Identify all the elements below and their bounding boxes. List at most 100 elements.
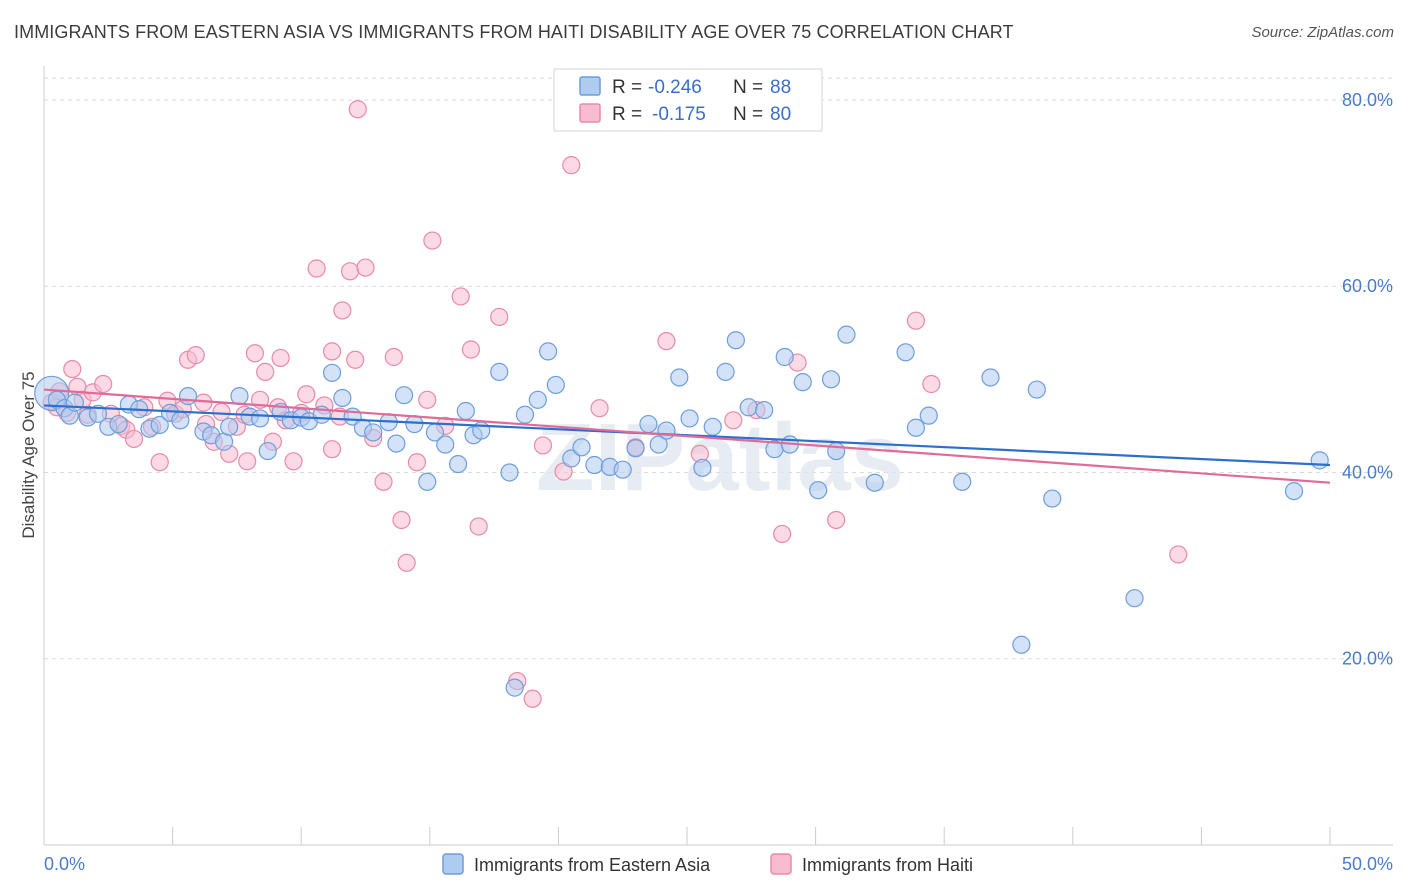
legend-n-label-pink: N = xyxy=(733,104,763,125)
haiti-point xyxy=(271,348,290,368)
haiti-point xyxy=(322,342,342,361)
eastern-asia-point xyxy=(906,418,926,437)
eastern-asia-point xyxy=(178,387,198,406)
eastern-asia-point xyxy=(387,434,406,453)
eastern-asia-points xyxy=(34,325,1329,697)
axes xyxy=(43,66,1393,846)
legend-n-label-blue: N = xyxy=(733,77,763,98)
haiti-point xyxy=(150,453,169,472)
chart-source: Source: ZipAtlas.com xyxy=(1251,24,1394,41)
eastern-asia-point xyxy=(150,415,169,435)
eastern-asia-point xyxy=(821,370,841,389)
eastern-asia-point xyxy=(109,414,128,434)
eastern-asia-point xyxy=(626,439,645,458)
y-tick-label: 20.0% xyxy=(1342,649,1393,669)
eastern-asia-point xyxy=(515,405,535,424)
eastern-asia-point xyxy=(405,414,424,434)
eastern-asia-point xyxy=(953,472,972,491)
haiti-point xyxy=(469,517,488,536)
eastern-asia-point xyxy=(546,375,565,395)
series-label-eastern-asia: Immigrants from Eastern Asia xyxy=(474,855,711,875)
haiti-point xyxy=(238,452,257,471)
haiti-point xyxy=(451,287,470,306)
haiti-point xyxy=(356,258,375,277)
haiti-point xyxy=(322,440,342,459)
eastern-asia-point xyxy=(456,401,475,421)
legend-n-value-blue: 88 xyxy=(770,77,791,98)
legend-r-value-blue: -0.246 xyxy=(648,77,702,98)
eastern-asia-point xyxy=(1027,380,1046,399)
eastern-asia-point xyxy=(394,386,414,405)
haiti-point xyxy=(397,553,416,572)
eastern-asia-point xyxy=(827,441,846,461)
haiti-point xyxy=(657,332,676,351)
haiti-point xyxy=(94,374,113,394)
series-swatch-haiti xyxy=(770,853,792,875)
legend-n-value-pink: 80 xyxy=(770,104,791,125)
haiti-point xyxy=(212,402,231,422)
eastern-asia-point xyxy=(333,388,352,408)
haiti-point xyxy=(63,359,82,379)
eastern-asia-point xyxy=(572,438,591,457)
haiti-point xyxy=(392,510,411,530)
eastern-asia-point xyxy=(88,404,108,423)
legend-r-value-pink: -0.175 xyxy=(652,104,706,125)
haiti-point xyxy=(490,307,509,327)
legend-swatch-pink xyxy=(579,103,601,123)
eastern-asia-point xyxy=(539,342,558,361)
eastern-asia-point xyxy=(65,393,84,412)
eastern-asia-point xyxy=(919,406,938,425)
legend-swatch-blue xyxy=(579,76,601,96)
eastern-asia-point xyxy=(436,435,455,454)
y-tick-label: 60.0% xyxy=(1342,276,1393,296)
eastern-asia-point xyxy=(649,435,668,454)
eastern-asia-point xyxy=(837,325,856,344)
eastern-asia-point xyxy=(793,373,812,392)
eastern-asia-point xyxy=(490,362,509,381)
eastern-asia-point xyxy=(230,387,249,406)
series-swatch-eastern-asia xyxy=(442,853,464,875)
haiti-point xyxy=(340,262,360,281)
haiti-point xyxy=(348,100,367,119)
eastern-asia-point xyxy=(418,472,437,491)
eastern-asia-point xyxy=(865,473,884,492)
x-tick-label: 50.0% xyxy=(1342,854,1393,874)
eastern-asia-point xyxy=(322,363,342,382)
chart-title: IMMIGRANTS FROM EASTERN ASIA VS IMMIGRAN… xyxy=(14,22,1014,42)
haiti-point xyxy=(827,510,846,530)
eastern-asia-point xyxy=(220,417,239,436)
eastern-asia-point xyxy=(693,458,712,477)
haiti-point xyxy=(562,156,581,175)
haiti-trend-line xyxy=(43,388,1331,484)
y-axis-label: Disability Age Over 75 xyxy=(19,371,38,538)
haiti-point xyxy=(922,374,941,394)
eastern-asia-point xyxy=(171,411,190,430)
haiti-point xyxy=(461,340,481,359)
eastern-asia-point xyxy=(716,362,735,381)
eastern-asia-point xyxy=(809,481,828,500)
haiti-point xyxy=(297,385,316,404)
eastern-asia-point xyxy=(1284,481,1304,501)
eastern-asia-point xyxy=(500,463,519,482)
x-tick-label: 0.0% xyxy=(44,854,85,874)
eastern-asia-point xyxy=(258,441,277,461)
haiti-point xyxy=(245,344,265,363)
eastern-asia-point xyxy=(528,390,547,409)
haiti-point xyxy=(590,399,609,418)
eastern-asia-point xyxy=(562,449,581,468)
legend-r-label-pink: R = xyxy=(612,104,642,125)
haiti-point xyxy=(307,259,326,278)
eastern-asia-point xyxy=(505,678,524,697)
eastern-asia-point xyxy=(703,417,722,436)
eastern-asia-point xyxy=(981,368,1000,387)
eastern-asia-point xyxy=(680,409,699,428)
eastern-asia-point xyxy=(726,331,745,350)
eastern-asia-point xyxy=(775,347,794,367)
haiti-point xyxy=(333,301,352,320)
y-tick-label: 80.0% xyxy=(1342,90,1393,110)
haiti-point xyxy=(384,347,403,367)
eastern-asia-point xyxy=(1043,489,1062,508)
haiti-point xyxy=(533,436,553,455)
correlation-legend: R = -0.246 N = 88 R = -0.175 N = 80 xyxy=(553,68,823,132)
